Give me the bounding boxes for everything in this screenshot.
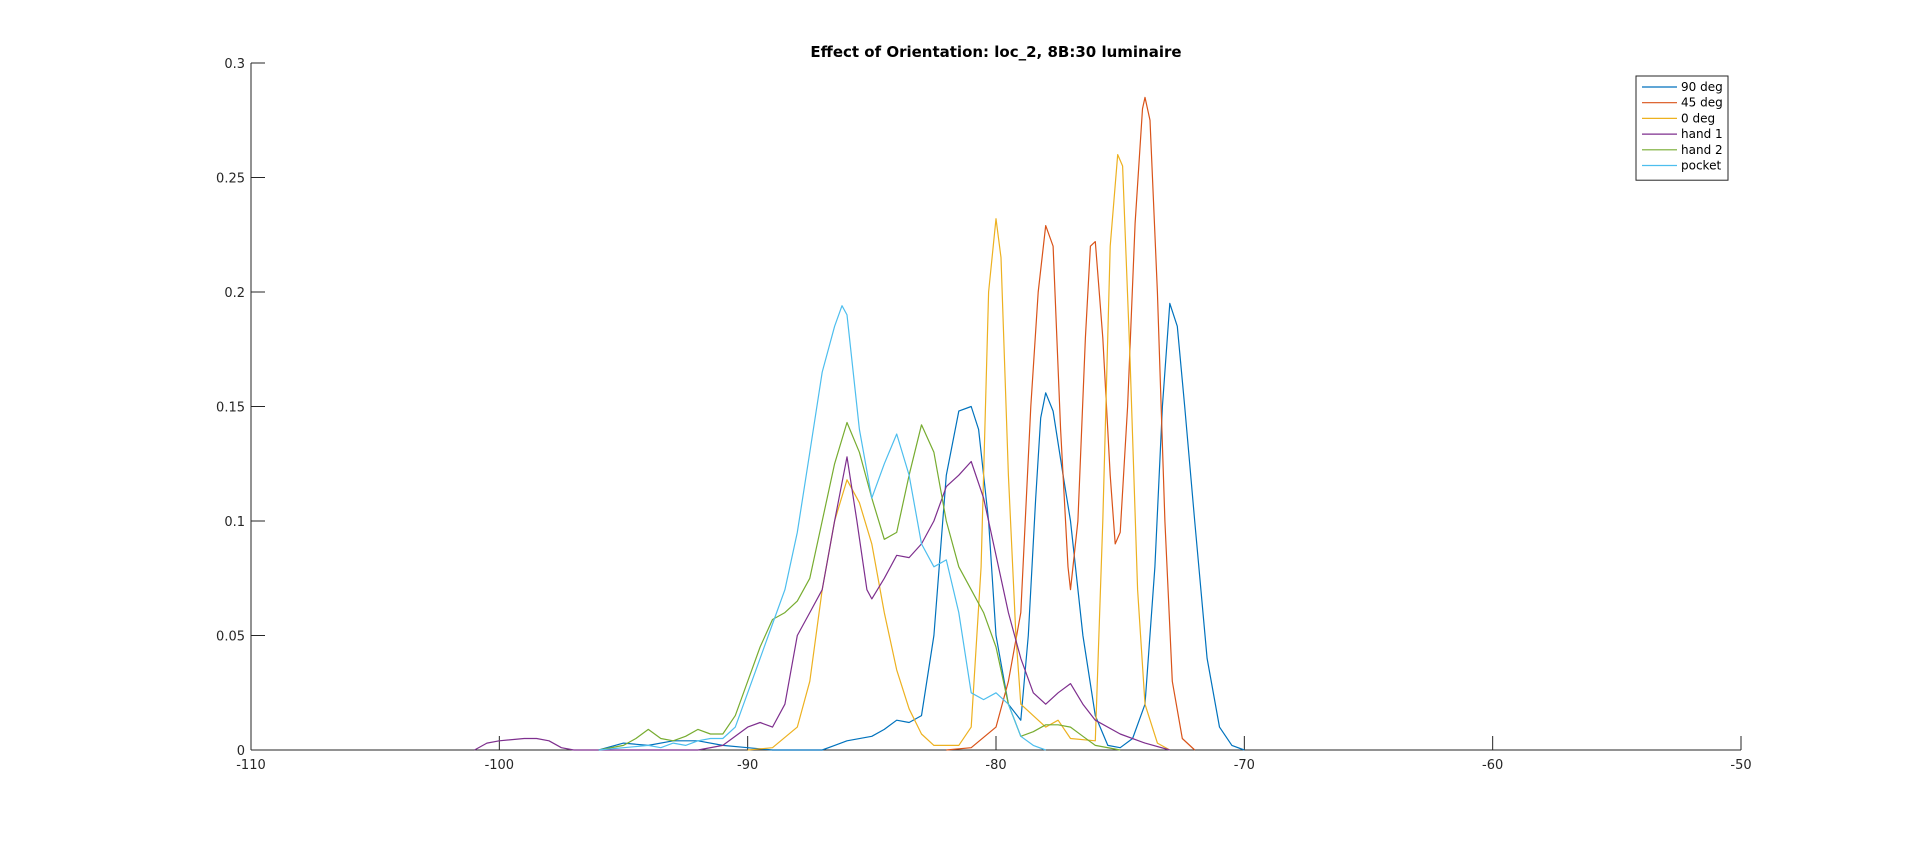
legend-label: pocket	[1681, 159, 1721, 173]
series-line-0-deg	[747, 154, 1171, 751]
x-tick-label: -70	[1234, 758, 1255, 773]
y-tick-label: 0.2	[224, 286, 245, 301]
series-line-90-deg	[598, 302, 1245, 751]
y-tick-label: 0.3	[224, 57, 245, 72]
legend-label: 0 deg	[1681, 111, 1715, 125]
series-line-pocket	[598, 305, 1046, 751]
series-line-hand-1	[474, 456, 1170, 751]
chart-title: Effect of Orientation: loc_2, 8B:30 lumi…	[810, 43, 1181, 61]
axes: -110 -100 -90 -80 -70 -60 -50 0 0.05 0.1 0.15 0.2 0.…	[216, 57, 1752, 773]
legend-label: 90 deg	[1681, 80, 1723, 94]
legend-label: hand 2	[1681, 143, 1723, 157]
series-line-45-deg	[946, 96, 1196, 751]
legend-box	[1635, 75, 1729, 181]
y-tick-label: 0.1	[224, 515, 245, 530]
x-tick-label: -50	[1730, 758, 1751, 773]
x-tick-label: -90	[737, 758, 758, 773]
x-tick-label: -80	[985, 758, 1006, 773]
y-tick-label: 0.05	[216, 630, 245, 645]
series-layer	[474, 96, 1245, 751]
y-tick-label: 0.25	[216, 172, 245, 187]
y-tick-label: 0.15	[216, 401, 245, 416]
x-tick-label: -100	[485, 758, 515, 773]
legend-label: hand 1	[1681, 127, 1723, 141]
series-line-hand-2	[598, 421, 1121, 751]
y-tick-label: 0	[237, 744, 245, 759]
legend-label: 45 deg	[1681, 96, 1723, 110]
x-tick-label: -110	[236, 758, 266, 773]
x-tick-label: -60	[1482, 758, 1503, 773]
